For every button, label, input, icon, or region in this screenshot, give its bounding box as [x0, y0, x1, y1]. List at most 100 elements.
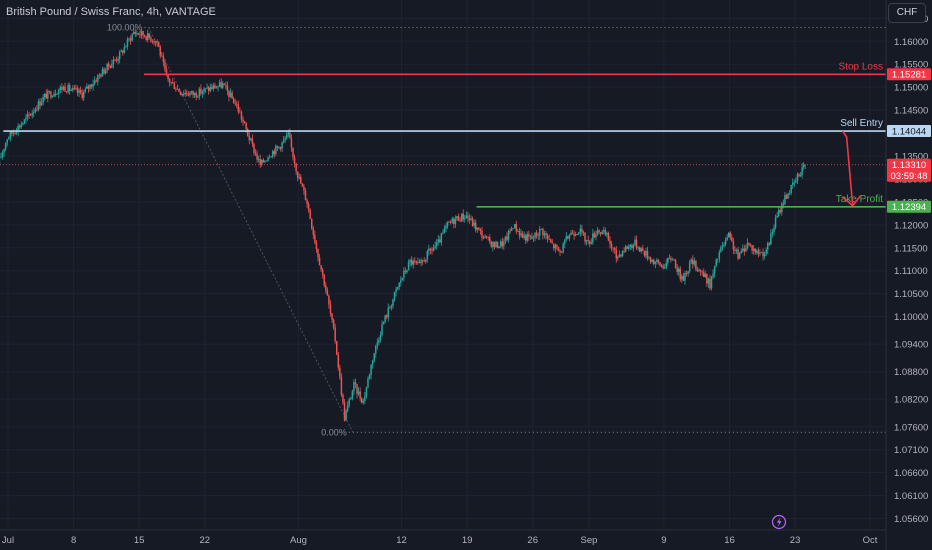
candle-body: [449, 222, 452, 223]
take-profit-price-text: 1.12394: [892, 202, 926, 213]
candle-body: [468, 218, 471, 221]
time-axis: Jul 8 15 22 Aug 12 19 26 Sep 9 16 23 Oct: [0, 529, 886, 546]
currency-button[interactable]: CHF: [888, 3, 926, 23]
candle-body: [143, 35, 146, 37]
candle-body: [150, 37, 152, 42]
candle-body: [685, 273, 688, 274]
candle-body: [742, 248, 744, 251]
price-tick-label: 1.07100: [894, 445, 928, 456]
candle-body: [401, 277, 404, 281]
candle-body: [656, 259, 658, 263]
candle-body: [53, 93, 55, 97]
candle-body: [312, 228, 315, 235]
candle-body: [271, 151, 274, 157]
candle-body: [236, 103, 238, 105]
candle-body: [429, 248, 432, 250]
candle-body: [648, 257, 650, 259]
candle-body: [567, 236, 569, 239]
fib-trend-line: [148, 27, 354, 433]
flash-icon[interactable]: [771, 514, 787, 530]
candle-body: [485, 236, 488, 238]
candle-body: [390, 306, 393, 308]
candle-body: [254, 152, 257, 154]
candle-body: [356, 384, 358, 394]
candle-body: [195, 92, 197, 98]
candle-body: [290, 138, 293, 148]
candle-body: [54, 93, 57, 95]
candle-body: [134, 32, 137, 34]
candle-body: [482, 237, 485, 239]
candle-body: [211, 87, 213, 90]
candle-body: [11, 131, 13, 134]
candle-body: [556, 245, 558, 248]
candle-body: [548, 238, 550, 240]
candle-body: [701, 271, 703, 273]
candle-body: [585, 239, 588, 242]
candle-body: [460, 213, 463, 222]
candle-body: [484, 236, 486, 238]
candle-body: [540, 228, 543, 230]
candle-body: [159, 46, 162, 56]
candle-body: [790, 185, 792, 193]
take-profit-label: Take Profit: [836, 194, 883, 205]
candle-body: [421, 260, 424, 261]
candle-body: [84, 88, 87, 92]
candle-body: [353, 382, 355, 392]
candle-body: [738, 252, 741, 259]
candle-body: [451, 218, 454, 223]
candle-body: [515, 224, 518, 232]
candle-body: [603, 230, 605, 232]
candle-body: [100, 74, 102, 77]
candle-body: [474, 222, 477, 230]
candle-body: [261, 159, 263, 165]
candle-body: [220, 82, 222, 88]
candle-body: [37, 101, 40, 110]
candle-body: [784, 195, 786, 205]
candle-body: [237, 104, 240, 112]
candle-body: [243, 121, 246, 124]
candle-body: [34, 109, 37, 113]
candle-body: [759, 252, 761, 254]
candle-body: [606, 233, 608, 235]
candle-body: [268, 157, 271, 159]
candle-body: [782, 203, 785, 205]
candle-body: [726, 237, 728, 240]
candle-body: [62, 86, 65, 90]
candle-body: [45, 93, 48, 99]
candle-body: [596, 230, 599, 235]
candle-body: [153, 41, 155, 43]
candle-body: [523, 235, 525, 238]
candle-body: [307, 203, 310, 210]
candle-body: [462, 213, 464, 220]
trade-levels: Stop Loss Sell Entry Take Profit: [0, 61, 886, 208]
candle-body: [262, 159, 265, 163]
candle-body: [101, 69, 104, 77]
current-price-text: 1.13310: [892, 160, 926, 171]
flash-icon-ring: [771, 514, 787, 530]
candle-body: [47, 91, 49, 99]
candle-body: [676, 267, 678, 272]
candle-body: [720, 247, 722, 253]
candle-body: [6, 139, 8, 144]
candle-body: [398, 282, 400, 288]
candle-body: [781, 203, 783, 213]
candle-body: [103, 69, 105, 74]
candle-body: [646, 251, 649, 259]
candle-body: [3, 149, 5, 153]
candle-body: [112, 59, 115, 65]
candle-body: [350, 398, 352, 400]
candle-body: [546, 235, 549, 239]
candle-body: [40, 102, 43, 106]
price-tick-label: 1.06100: [894, 491, 928, 502]
candle-body: [273, 151, 276, 155]
candle-body: [301, 183, 304, 187]
candle-body: [696, 269, 699, 271]
candle-body: [578, 232, 580, 235]
candle-body: [187, 94, 190, 96]
candle-body: [375, 345, 377, 354]
candle-body: [286, 134, 288, 139]
candle-body: [718, 252, 721, 259]
candle-body: [293, 157, 296, 164]
candle-body: [376, 342, 379, 346]
